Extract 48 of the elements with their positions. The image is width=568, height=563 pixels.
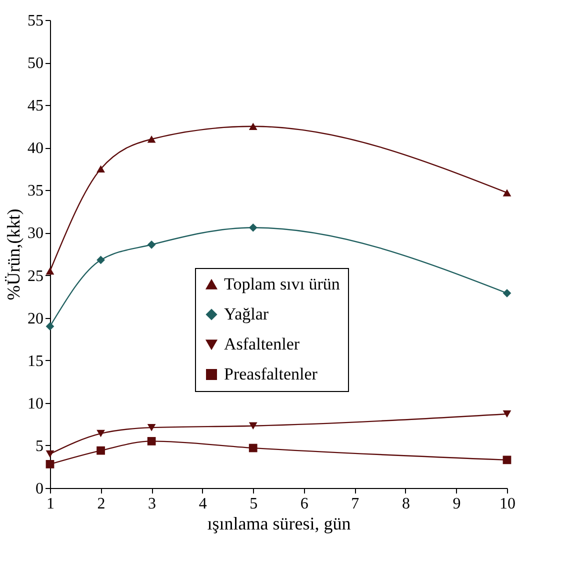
x-tick-label: 9 <box>452 496 461 512</box>
point <box>248 422 258 430</box>
x-tick-label: 7 <box>351 496 360 512</box>
y-tick-label: 20 <box>28 310 44 328</box>
x-tick-label: 2 <box>97 496 106 512</box>
point <box>147 136 156 143</box>
point <box>147 424 156 432</box>
y-tick-label: 30 <box>28 225 44 242</box>
point <box>46 322 54 331</box>
y-tick-label: 45 <box>28 98 44 115</box>
point <box>96 430 105 438</box>
legend-label: Asfaltenler <box>224 334 300 354</box>
x-tick-label: 5 <box>250 496 258 512</box>
point <box>96 256 105 264</box>
y-axis-title: %Ürün,(kkt) <box>4 208 24 300</box>
y-tick-label: 40 <box>28 140 44 158</box>
point <box>46 460 54 468</box>
y-tick-label: 10 <box>28 395 44 412</box>
point <box>502 288 512 298</box>
point <box>147 437 156 446</box>
legend-label: Preasfaltenler <box>224 364 318 384</box>
point <box>248 444 258 452</box>
legend-label: Yağlar <box>224 304 269 324</box>
point <box>502 456 512 464</box>
point <box>46 450 54 458</box>
point <box>147 240 156 249</box>
x-axis-title: ışınlama süresi, gün <box>207 514 351 534</box>
x-tick-label: 6 <box>300 496 308 512</box>
point <box>96 165 105 173</box>
x-tick-label: 1 <box>46 496 54 512</box>
point <box>96 446 105 455</box>
x-tick-label: 4 <box>198 496 207 512</box>
y-tick-label: 50 <box>28 55 44 72</box>
x-tick-label: 3 <box>148 496 156 512</box>
point <box>248 122 258 130</box>
x-tick-label: 8 <box>402 496 410 512</box>
point <box>502 410 512 418</box>
legend-label: Toplam sıvı ürün <box>224 274 340 294</box>
y-tick-label: 0 <box>36 480 44 498</box>
point <box>46 267 54 275</box>
y-tick-label: 25 <box>28 268 44 285</box>
point <box>502 189 512 196</box>
y-tick-label: 5 <box>36 438 44 455</box>
y-tick-label: 35 <box>28 182 44 200</box>
y-tick-label: 55 <box>28 12 44 30</box>
x-tick-label: 10 <box>500 496 516 512</box>
point <box>248 223 258 232</box>
y-tick-label: 15 <box>28 352 44 370</box>
